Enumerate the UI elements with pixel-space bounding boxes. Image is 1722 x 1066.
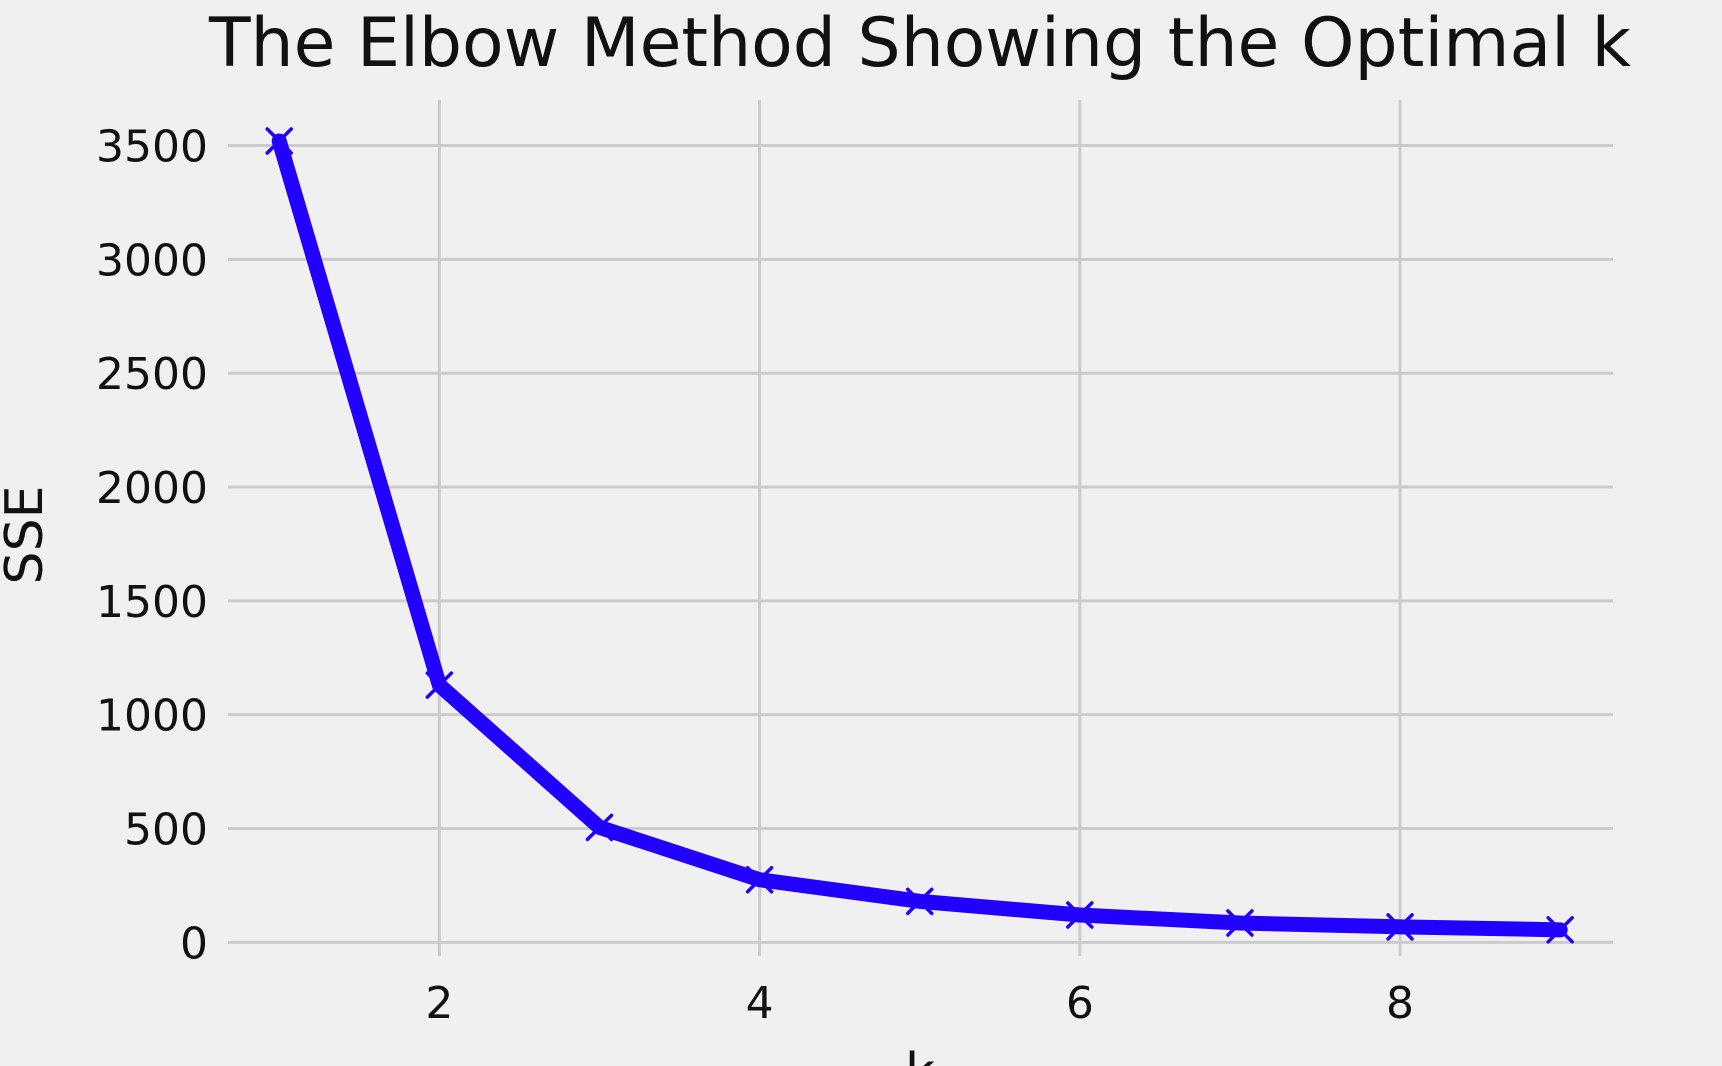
data-point-marker-b [745,865,774,894]
x-tick-label-2: 6 [1066,978,1094,1029]
x-tick-label-1: 4 [746,978,774,1029]
data-point-8 [1386,913,1414,941]
data-point-marker-b [905,887,934,916]
data-point-7 [1226,909,1254,937]
data-point-1 [265,127,293,155]
data-point-marker-b [1066,901,1094,929]
y-tick-label-7: 3500 [96,122,208,173]
data-point-5 [905,887,934,916]
series-layer [265,127,1574,944]
y-tick-label-5: 2500 [96,349,208,400]
y-tick-label-3: 1500 [96,577,208,628]
x-tick-label-0: 2 [425,978,453,1029]
y-tick-label-6: 3000 [96,235,208,286]
data-point-marker-b [425,671,454,699]
chart-title: The Elbow Method Showing the Optimal k [208,4,1632,83]
grid-layer [228,100,1613,956]
data-point-marker-b [1226,909,1254,937]
data-point-6 [1066,901,1094,929]
data-point-marker-b [1546,916,1574,944]
data-point-marker-b [585,813,614,842]
data-point-4 [745,865,774,894]
data-point-2 [425,671,454,699]
x-axis-label: k [905,1043,935,1066]
y-axis-label: SSE [0,486,55,585]
y-tick-label-2: 1000 [96,691,208,742]
x-tick-label-3: 8 [1386,978,1414,1029]
data-point-marker-b [265,127,293,155]
y-tick-label-4: 2000 [96,463,208,514]
data-point-3 [585,813,614,842]
data-point-9 [1546,916,1574,944]
data-point-marker-b [1386,913,1414,941]
y-tick-label-0: 0 [180,918,208,969]
tick-layer: 0 500 1000 1500 2000 2500 3000 3500 2 4 6 8 [96,122,1414,1029]
y-tick-label-1: 500 [124,805,208,856]
